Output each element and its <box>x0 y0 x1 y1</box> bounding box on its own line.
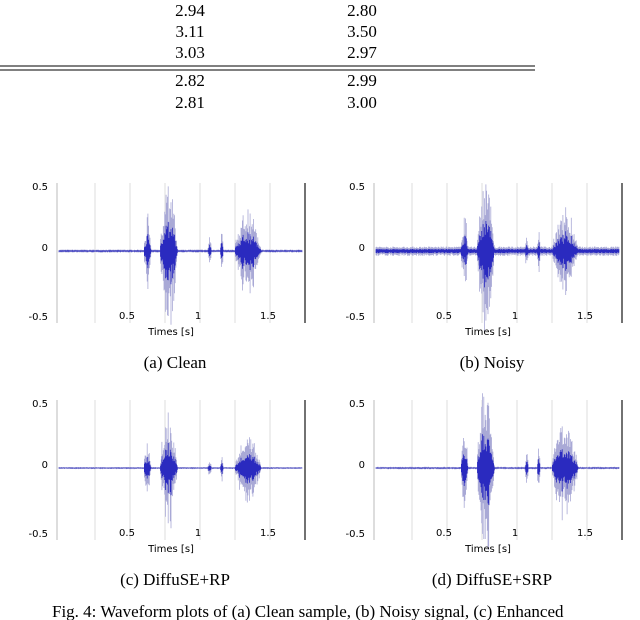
y-tick-label: 0.5 <box>32 399 48 410</box>
x-tick-label: 0.5 <box>119 528 135 539</box>
y-tick-label: -0.5 <box>345 312 365 323</box>
waveform-figure: 0.5 0 -0.5 0.5 1 1.5 Times [s] (d) DiffuSE+SRP <box>345 393 623 589</box>
y-tick-label: -0.5 <box>28 312 48 323</box>
x-tick-label: 1.5 <box>577 528 593 539</box>
table-cell: 3.50 <box>347 22 377 41</box>
y-tick-label: 0.5 <box>32 182 48 193</box>
x-axis-label: Times [s] <box>147 327 194 338</box>
y-tick-label: 0.5 <box>349 399 365 410</box>
figure-caption: (d) DiffuSE+SRP <box>432 570 552 589</box>
y-tick-label: 0 <box>359 460 365 471</box>
x-axis-label: Times [s] <box>464 327 511 338</box>
figure-caption: (b) Noisy <box>460 353 525 372</box>
y-tick-label: 0 <box>359 243 365 254</box>
table-cell: 2.82 <box>175 71 205 90</box>
y-tick-label: 0 <box>42 460 48 471</box>
waveform-figure: 0.5 0 -0.5 0.5 1 1.5 Times [s] (b) Noisy <box>345 182 623 372</box>
x-tick-label: 0.5 <box>436 528 452 539</box>
x-tick-label: 1 <box>195 311 201 322</box>
table-cell: 2.80 <box>347 1 377 20</box>
waveform <box>58 443 303 496</box>
x-axis-label: Times [s] <box>147 544 194 555</box>
y-tick-label: -0.5 <box>28 529 48 540</box>
x-tick-label: 0.5 <box>119 311 135 322</box>
x-tick-label: 1 <box>512 311 518 322</box>
table-cell: 3.11 <box>175 22 204 41</box>
y-tick-label: -0.5 <box>345 529 365 540</box>
waveform-figure: 0.5 0 -0.5 0.5 1 1.5 Times [s] (a) Clean <box>28 182 306 372</box>
table-cell: 2.97 <box>347 43 377 62</box>
x-tick-label: 1 <box>512 528 518 539</box>
x-tick-label: 1.5 <box>260 528 276 539</box>
figure-caption: (a) Clean <box>144 353 207 372</box>
main-caption: Fig. 4: Waveform plots of (a) Clean samp… <box>52 602 564 620</box>
waveform-figure: 0.5 0 -0.5 0.5 1 1.5 Times [s] (c) DiffuSE+RP <box>28 399 306 589</box>
waveform <box>375 434 620 505</box>
x-axis-label: Times [s] <box>464 544 511 555</box>
table-cell: 3.00 <box>347 93 377 112</box>
table-cell: 2.99 <box>347 71 377 90</box>
x-tick-label: 1 <box>195 528 201 539</box>
waveform <box>375 221 620 288</box>
y-tick-label: 0.5 <box>349 182 365 193</box>
figure-caption: (c) DiffuSE+RP <box>120 570 230 589</box>
table-cell: 2.94 <box>175 1 205 20</box>
y-tick-label: 0 <box>42 243 48 254</box>
table-cell: 3.03 <box>175 43 205 62</box>
x-tick-label: 1.5 <box>260 311 276 322</box>
x-tick-label: 0.5 <box>436 311 452 322</box>
waveform <box>58 221 303 285</box>
table-cell: 2.81 <box>175 93 205 112</box>
x-tick-label: 1.5 <box>577 311 593 322</box>
